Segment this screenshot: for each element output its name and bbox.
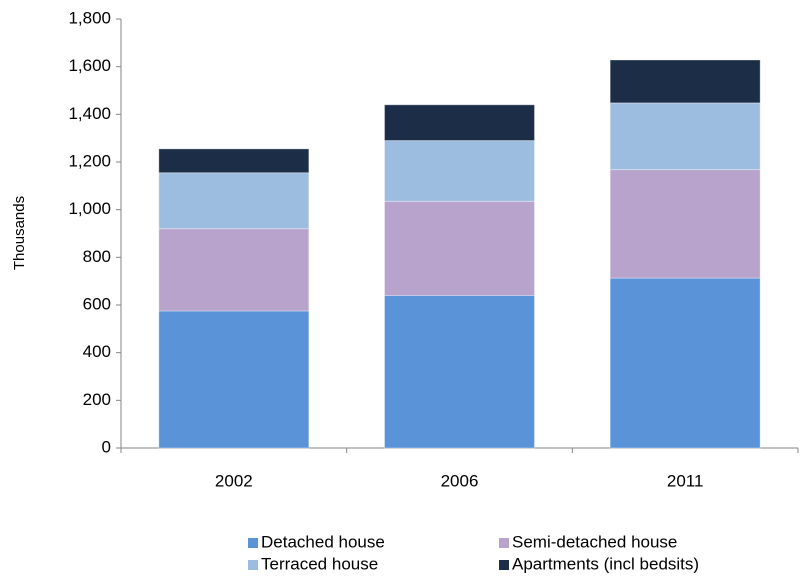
bar-segment	[609, 169, 761, 279]
bar-segment	[384, 104, 535, 142]
bar-segment	[158, 148, 310, 174]
legend-swatch	[248, 560, 258, 570]
bar-segment	[384, 200, 535, 296]
y-tick-label: 1,400	[68, 104, 111, 123]
bar-segment	[609, 59, 761, 104]
bar-segment	[384, 294, 535, 449]
y-tick-label: 400	[83, 342, 111, 361]
legend-swatch	[499, 538, 509, 548]
y-axis-label: Thousands	[11, 196, 28, 270]
legend-label: Detached house	[261, 532, 385, 551]
x-tick-label: 2006	[441, 471, 479, 490]
bar-segment	[609, 102, 761, 171]
legend-swatch	[248, 538, 258, 548]
y-tick-label: 600	[83, 294, 111, 313]
y-tick-label: 0	[102, 437, 111, 456]
bar-segment	[609, 277, 761, 449]
bar-segment	[158, 228, 310, 312]
y-tick-label: 1,000	[68, 199, 111, 218]
bar-segment	[158, 310, 310, 449]
y-tick-label: 1,200	[68, 151, 111, 170]
y-tick-label: 1,800	[68, 8, 111, 27]
y-tick-label: 800	[83, 247, 111, 266]
y-tick-label: 200	[83, 390, 111, 409]
bar-segment	[384, 140, 535, 202]
x-tick-label: 2011	[667, 471, 704, 490]
bar-segment	[158, 172, 310, 230]
legend-label: Apartments (incl bedsits)	[512, 554, 699, 573]
y-tick-label: 1,600	[68, 56, 111, 75]
legend-label: Semi-detached house	[512, 532, 677, 551]
legend-label: Terraced house	[261, 554, 378, 573]
x-tick-label: 2002	[215, 471, 253, 490]
legend-swatch	[499, 560, 509, 570]
